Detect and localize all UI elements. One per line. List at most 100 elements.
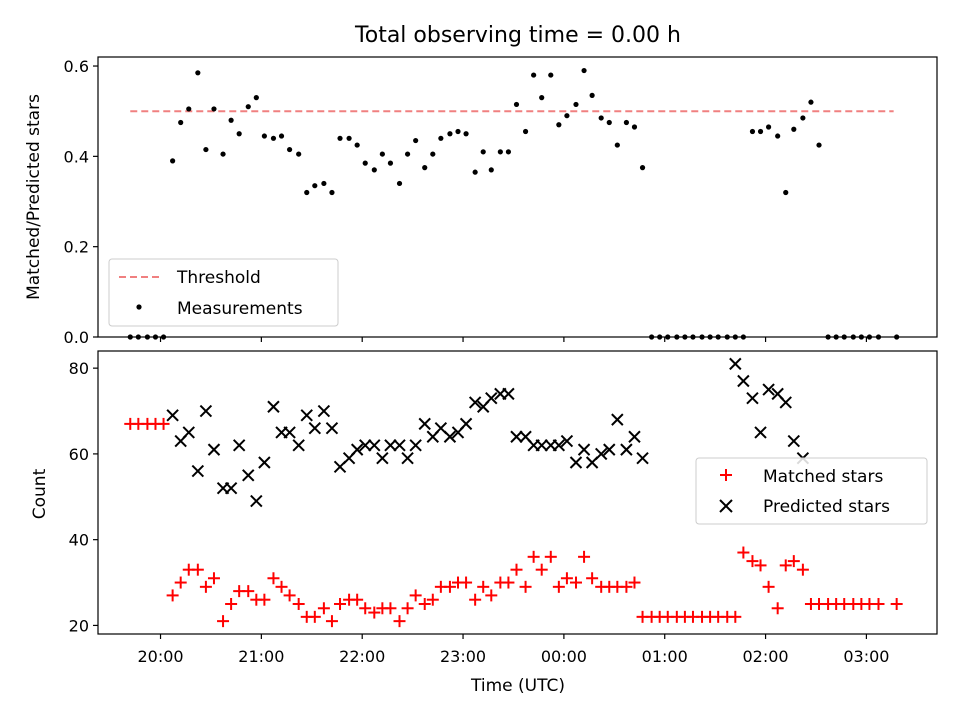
measurement-point: [623, 119, 630, 126]
measurement-point: [354, 142, 360, 148]
matched-star-point: [443, 580, 456, 593]
bottom-y-ticks: 20 40 60 80: [69, 359, 98, 635]
predicted-star-point: [636, 451, 649, 465]
x-tick-label: 22:00: [339, 647, 385, 666]
matched-star-point: [225, 597, 238, 610]
predicted-star-point: [485, 391, 498, 405]
measurement-point: [480, 149, 486, 155]
predicted-star-point: [191, 464, 205, 478]
predicted-star-point: [250, 494, 263, 508]
top-legend-frame: [108, 258, 339, 327]
measurement-point: [387, 160, 394, 166]
x-tick-label: 21:00: [238, 647, 284, 666]
measurement-point: [614, 142, 620, 148]
predicted-star-point: [393, 439, 406, 452]
measurement-point: [346, 135, 352, 141]
predicted-star-point: [384, 439, 397, 452]
predicted-star-point: [611, 413, 624, 426]
measurement-point: [775, 133, 781, 139]
matched-star-point: [729, 610, 742, 623]
predicted-star-point: [729, 357, 742, 371]
matched-star-point: [460, 576, 473, 589]
predicted-star-point: [166, 409, 179, 422]
matched-star-point: [401, 602, 414, 615]
predicted-star-point: [267, 400, 280, 413]
bottom-y-tick-label: 80: [69, 359, 89, 378]
measurement-point: [329, 189, 335, 196]
predicted-star-point: [224, 482, 238, 495]
predicted-star-point: [207, 443, 221, 456]
bottom-legend: Matched stars Predicted stars: [695, 457, 928, 525]
measurement-point: [463, 131, 469, 137]
measurement-point: [170, 158, 176, 164]
measurement-point: [765, 124, 772, 130]
measurement-point: [783, 189, 789, 196]
measurement-point: [236, 131, 242, 137]
matched-star-point: [762, 580, 775, 593]
predicted-star-point: [552, 439, 566, 452]
predicted-star-point: [762, 383, 775, 396]
measurement-point: [639, 165, 646, 171]
matched-star-point: [746, 555, 759, 568]
top-x-ticks: [159, 337, 868, 342]
legend-predicted-swatch: [719, 499, 733, 513]
bottom-panel: 20 40 60 80 20:00 21:00 22:00 23:00 00:00 01:00 0…: [30, 350, 938, 696]
measurement-point: [211, 106, 217, 112]
measurement-point: [548, 72, 554, 78]
measurement-point: [749, 128, 756, 135]
x-tick-label: 00:00: [541, 647, 587, 666]
predicted-star-point: [443, 430, 457, 443]
measurement-point: [178, 119, 184, 126]
measurement-point: [296, 151, 302, 157]
matched-star-point: [166, 589, 179, 602]
matched-star-point: [351, 593, 364, 606]
matched-star-point: [267, 572, 280, 585]
matched-star-point: [317, 602, 330, 615]
measurement-point: [396, 180, 403, 187]
bottom-y-axis-label: Count: [30, 468, 50, 519]
measurement-point: [791, 126, 797, 132]
legend-measurements-label: Measurements: [177, 299, 303, 319]
measurement-point: [472, 169, 478, 175]
matched-star-point: [535, 563, 548, 576]
matched-star-point: [552, 580, 565, 593]
measurement-point: [757, 128, 764, 135]
measurement-point: [497, 149, 503, 155]
matched-star-point: [787, 555, 800, 568]
measurement-point: [438, 135, 444, 141]
matched-star-point: [275, 580, 288, 593]
bottom-legend-frame: [695, 457, 928, 525]
predicted-star-point: [232, 439, 246, 452]
legend-measurements-swatch: [136, 304, 142, 310]
predicted-star-point: [560, 434, 574, 448]
matched-star-point: [384, 602, 397, 615]
predicted-star-point: [603, 443, 616, 456]
measurement-point: [513, 101, 520, 108]
measurement-point: [278, 133, 285, 139]
matched-star-point: [510, 563, 523, 576]
measurement-point: [404, 151, 411, 157]
matched-star-point: [359, 602, 372, 615]
x-tick-label: 23:00: [440, 647, 486, 666]
measurement-point: [286, 146, 293, 153]
matched-star-point: [527, 550, 540, 563]
matched-star-point: [872, 597, 885, 610]
predicted-star-point: [308, 421, 322, 435]
measurement-point: [371, 167, 377, 173]
predicted-star-point: [376, 451, 389, 465]
measurement-point: [606, 119, 612, 126]
predicted-star-point: [199, 404, 213, 418]
measurement-point: [186, 106, 192, 112]
matched-star-point: [779, 559, 792, 572]
x-tick-label: 20:00: [137, 647, 183, 666]
matched-star-point: [620, 580, 633, 593]
measurement-point: [379, 151, 385, 157]
predicted-star-point: [594, 447, 608, 461]
measurement-point: [253, 95, 259, 101]
matched-star-point: [485, 589, 498, 602]
predicted-star-point: [468, 396, 482, 409]
predicted-star-point: [737, 374, 750, 388]
matched-star-point: [754, 559, 767, 572]
matched-star-point: [368, 606, 381, 619]
